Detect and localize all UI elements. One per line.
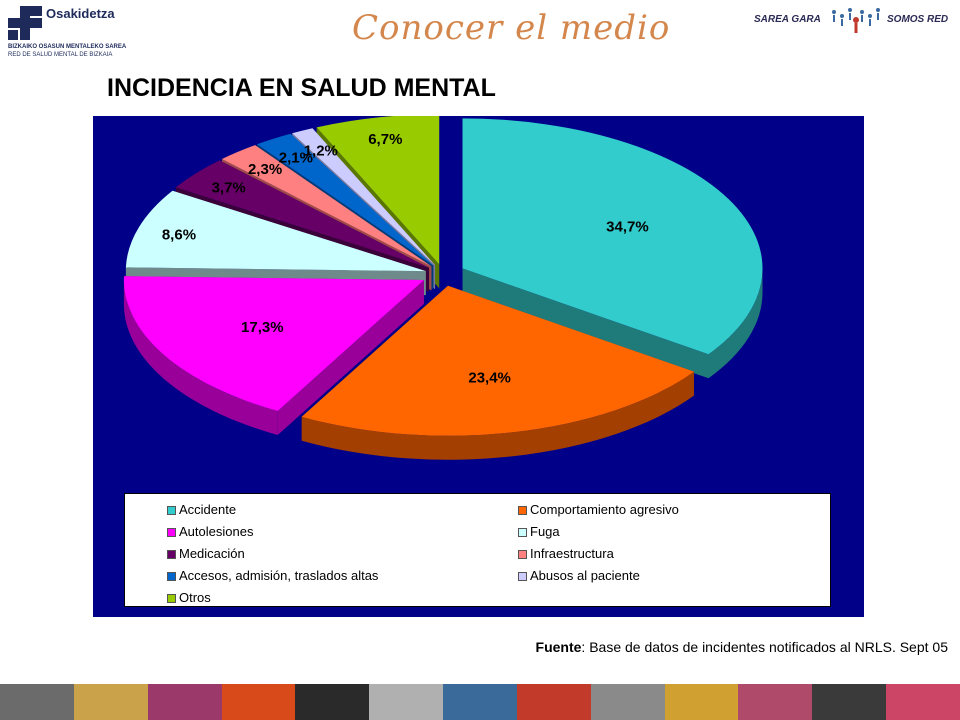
osakidetza-logo: Osakidetza BIZKAIKO OSASUN MENTALEKO SAR… [8, 4, 168, 64]
strip-photo [73, 684, 148, 720]
people-network-icon [832, 8, 880, 33]
strip-photo [886, 684, 960, 720]
legend-item: Abusos al paciente [518, 566, 640, 586]
network-label-right: SOMOS RED [887, 14, 949, 25]
photo-strip [0, 684, 960, 720]
legend-item: Accidente [167, 500, 236, 520]
legend-swatch [167, 506, 176, 516]
strip-photo [516, 684, 591, 720]
strip-photo [443, 684, 517, 720]
legend-label: Accesos, admisión, traslados altas [179, 568, 379, 583]
logo-subtitle-2: RED DE SALUD MENTAL DE BIZKAIA [8, 52, 113, 58]
legend-item: Otros [167, 588, 211, 608]
osakidetza-cross-icon [8, 6, 42, 40]
legend-swatch [518, 528, 527, 538]
legend-label: Accidente [179, 502, 237, 517]
chart-legend: Accidente Comportamiento agresivo Autolesi… [124, 493, 831, 607]
legend-swatch [167, 572, 176, 582]
data-label-comportamiento-agresivo: 23,4% [468, 369, 511, 386]
legend-item: Autolesiones [167, 522, 253, 542]
legend-swatch [518, 506, 527, 516]
legend-label: Infraestructura [530, 546, 614, 561]
data-label-autolesiones: 17,3% [241, 319, 284, 336]
source-label: Fuente [535, 639, 582, 655]
pie-slice-accidente [462, 118, 763, 379]
legend-item: Accesos, admisión, traslados altas [167, 566, 378, 586]
legend-swatch [167, 550, 176, 560]
data-label-accidente: 34,7% [606, 218, 649, 235]
legend-label: Otros [179, 590, 211, 605]
legend-swatch [518, 572, 527, 582]
legend-item: Medicación [167, 544, 245, 564]
logo-name: Osakidetza [46, 6, 115, 21]
logo-subtitle-1: BIZKAIKO OSASUN MENTALEKO SAREA [8, 44, 127, 50]
legend-label: Fuga [530, 524, 560, 539]
legend-item: Comportamiento agresivo [518, 500, 679, 520]
data-label-accesos-admisi-n-traslados-altas: 2,1% [279, 149, 313, 166]
pie-slice-comportamiento-agresivo [301, 285, 694, 460]
strip-photo [738, 684, 813, 720]
strip-photo [369, 684, 444, 720]
data-label-infraestructura: 2,3% [248, 161, 282, 178]
strip-photo [0, 684, 74, 720]
strip-photo [221, 684, 296, 720]
legend-swatch [167, 528, 176, 538]
pie-chart: 34,7% 23,4% 17,3% 8,6% 3,7%2,3%2,1%1,2% 6,7% [123, 114, 763, 460]
source-text: : Base de datos de incidentes notificado… [581, 639, 948, 655]
data-label-abusos-al-paciente: 1,2% [304, 142, 338, 159]
strip-photo [664, 684, 739, 720]
network-label-left: SAREA GARA [754, 14, 821, 25]
pie-slice-autolesiones [123, 276, 424, 435]
strip-photo [147, 684, 222, 720]
legend-label: Abusos al paciente [530, 568, 640, 583]
strip-photo [590, 684, 665, 720]
strip-photo [812, 684, 887, 720]
data-label-medicaci-n: 3,7% [212, 179, 246, 196]
source-note: Fuente: Base de datos de incidentes noti… [536, 639, 948, 655]
legend-item: Fuga [518, 522, 560, 542]
slide-title: Conocer el medio [352, 8, 671, 48]
strip-photo [295, 684, 370, 720]
legend-swatch [167, 594, 176, 604]
legend-label: Autolesiones [179, 524, 254, 539]
data-label-otros: 6,7% [368, 131, 402, 148]
page-heading: INCIDENCIA EN SALUD MENTAL [107, 74, 496, 102]
data-label-fuga: 8,6% [162, 227, 196, 244]
legend-swatch [518, 550, 527, 560]
legend-item: Infraestructura [518, 544, 614, 564]
legend-label: Medicación [179, 546, 245, 561]
legend-label: Comportamiento agresivo [530, 502, 679, 517]
